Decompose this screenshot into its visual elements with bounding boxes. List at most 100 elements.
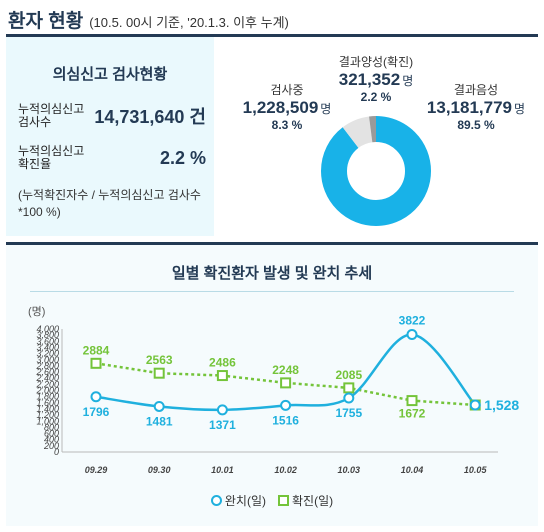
released-point (153, 400, 165, 412)
x-tick-label: 09.30 (148, 465, 171, 475)
legend-circle-icon (210, 495, 222, 506)
line-chart: (명) 02004006008001,0001,2001,4001,6001,80… (28, 305, 519, 475)
testing-count-value: 1,228,509 (242, 98, 319, 117)
positive-name: 결과양성(확진) (338, 55, 414, 69)
y-tick-label: 400 (44, 435, 59, 445)
x-tick-label: 10.02 (274, 465, 297, 475)
page-header: 환자 현황 (10.5. 00시 기준, '20.1.3. 이후 누계) (8, 6, 289, 32)
testing-label: 검사중 1,228,509 명 8.3 % (232, 81, 342, 132)
confirmed-data-label: 2486 (209, 356, 236, 370)
confirmed-point (280, 377, 292, 389)
y-tick-label: 4,000 (36, 324, 59, 334)
chart-title-divider (30, 291, 514, 292)
rate-formula-note: (누적확진자수 / 누적의심신고 검사수 *100 %) (18, 188, 201, 219)
y-tick-label: 1,200 (36, 410, 59, 420)
confirmed-data-label: 2248 (272, 363, 299, 377)
y-tick-label: 2,600 (35, 367, 59, 377)
legend-item-released: 완치(일) (210, 492, 266, 509)
y-tick-label: 1,400 (36, 404, 59, 414)
y-tick-label: 3,200 (36, 349, 59, 359)
positive-count: 321,352 명 (318, 70, 434, 90)
negative-count: 13,181,779 명 (414, 98, 538, 118)
testing-unit: 명 (320, 102, 332, 116)
donut-chart (321, 116, 431, 226)
positive-count-value: 321,352 (338, 70, 401, 89)
legend-confirmed-label: 확진(일) (292, 494, 334, 508)
confirmed-point (216, 370, 228, 382)
released-data-label: 1,528 (484, 397, 519, 413)
confirmed-data-label: 1672 (399, 407, 426, 421)
tested-value: 14,731,640 건 (94, 107, 206, 127)
released-data-label: 1755 (335, 406, 362, 420)
confirmed-point (153, 367, 165, 379)
summary-heading: 의심신고 검사현황 (52, 66, 168, 83)
page-subtitle: (10.5. 00시 기준, '20.1.3. 이후 누계) (89, 15, 289, 30)
y-tick-label: 2,800 (35, 361, 59, 371)
y-tick-label: 2,400 (35, 373, 59, 383)
confirmed-point (90, 357, 102, 369)
negative-pct: 89.5 % (457, 118, 495, 132)
x-tick-label: 09.29 (85, 465, 108, 475)
released-point (216, 404, 228, 416)
confirmed-data-label: 2884 (83, 343, 110, 357)
chart-legend: 완치(일) 확진(일) (6, 492, 538, 509)
y-tick-label: 3,600 (36, 336, 59, 346)
released-data-label: 1796 (83, 405, 110, 419)
y-tick-label: 2,000 (35, 386, 59, 396)
y-tick-label: 0 (54, 447, 59, 457)
legend-square-icon (278, 495, 289, 506)
y-tick-label: 600 (44, 429, 59, 439)
released-point (469, 399, 481, 411)
released-data-label: 1481 (146, 414, 173, 428)
testing-pct: 8.3 % (271, 118, 303, 132)
tested-stat: 누적의심신고 검사수 14,731,640 건 (18, 103, 206, 129)
donut-area: 검사중 1,228,509 명 8.3 % 결과양성(확진) 321,352 명 2… (214, 37, 538, 236)
x-tick-label: 10.04 (401, 465, 424, 475)
chart-title: 일별 확진환자 발생 및 완치 추세 (171, 265, 373, 282)
summary-panel: 의심신고 검사현황 누적의심신고 검사수 14,731,640 건 누적의심신고… (6, 37, 214, 236)
y-tick-label: 800 (44, 422, 59, 432)
positive-label: 결과양성(확진) 321,352 명 2.2 % (318, 53, 434, 104)
negative-name: 결과음성 (453, 83, 499, 97)
top-divider (6, 34, 538, 37)
legend-item-confirmed: 확진(일) (278, 492, 333, 509)
confirmed-point (406, 395, 418, 407)
y-tick-label: 200 (43, 441, 59, 451)
testing-count: 1,228,509 명 (232, 98, 342, 118)
released-data-label: 3822 (399, 313, 426, 327)
positive-pct: 2.2 % (360, 90, 392, 104)
legend-released-label: 완치(일) (224, 494, 266, 508)
y-tick-label: 2,200 (35, 379, 59, 389)
y-tick-label: 3,400 (36, 342, 59, 352)
released-point (406, 328, 418, 340)
confirmed-data-label: 2085 (335, 368, 362, 382)
y-tick-label: 1,000 (36, 416, 59, 426)
rate-value: 2.2 % (159, 147, 206, 168)
trend-chart-panel: 일별 확진환자 발생 및 완치 추세 (명) 0 200 400 600 800 1,000… (6, 245, 538, 526)
negative-unit: 명 (514, 102, 526, 116)
released-data-label: 1516 (272, 413, 299, 427)
positive-unit: 명 (402, 74, 414, 88)
tested-label: 누적의심신고 검사수 (18, 102, 85, 129)
negative-label: 결과음성 13,181,779 명 89.5 % (414, 81, 538, 132)
y-tick-label: 1,600 (36, 398, 59, 408)
middle-divider (6, 242, 538, 245)
rate-stat: 누적의심신고 확진율 2.2 % (18, 145, 206, 171)
x-tick-label: 10.03 (338, 465, 361, 475)
negative-count-value: 13,181,779 (426, 98, 513, 117)
released-data-label: 1371 (209, 418, 236, 432)
released-point (90, 391, 102, 403)
page-title: 환자 현황 (8, 11, 84, 32)
y-tick-label: 1,800 (36, 392, 59, 402)
testing-name: 검사중 (270, 83, 304, 97)
confirmed-point (343, 382, 355, 394)
donut-segment-positive (321, 116, 431, 226)
y-axis-label: (명) (28, 305, 45, 318)
x-tick-label: 10.05 (464, 465, 488, 475)
y-tick-label: 3,000 (36, 355, 59, 365)
released-point (280, 399, 292, 411)
x-tick-label: 10.01 (211, 465, 234, 475)
y-tick-label: 3,800 (36, 330, 59, 340)
released-point (343, 392, 355, 404)
rate-label: 누적의심신고 확진율 (18, 144, 85, 171)
